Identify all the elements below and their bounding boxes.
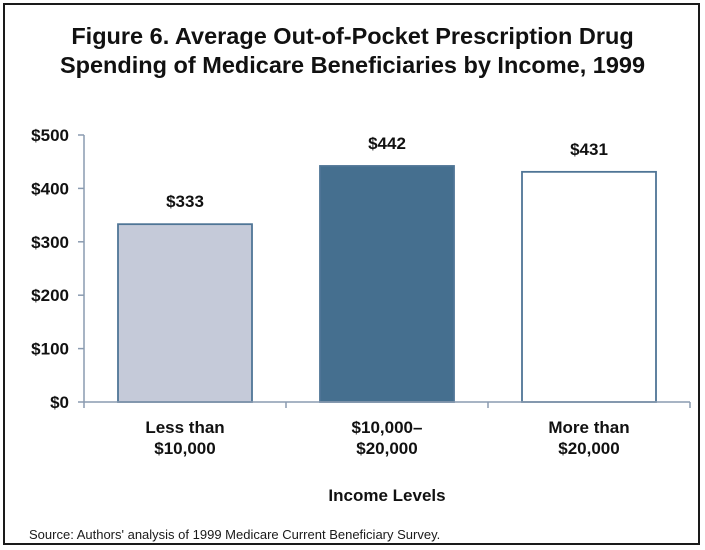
data-label: $442 <box>368 134 406 153</box>
y-tick-label: $100 <box>31 340 69 359</box>
source-note: Source: Authors' analysis of 1999 Medica… <box>29 527 441 542</box>
chart-title-line-1: Figure 6. Average Out-of-Pocket Prescrip… <box>71 23 634 49</box>
bar <box>319 165 455 403</box>
chart-title: Figure 6. Average Out-of-Pocket Prescrip… <box>0 22 705 80</box>
y-tick-label: $0 <box>50 393 69 412</box>
x-tick-label: $20,000 <box>558 439 619 458</box>
bar <box>117 223 253 403</box>
bar <box>521 170 657 403</box>
y-tick-label: $300 <box>31 233 69 252</box>
y-tick-label: $500 <box>31 126 69 145</box>
chart-title-line-2: Spending of Medicare Beneficiaries by In… <box>59 52 646 78</box>
x-tick-label: $20,000 <box>356 439 417 458</box>
y-tick-label: $200 <box>31 286 69 305</box>
data-label: $333 <box>166 192 204 211</box>
x-tick-label: $10,000– <box>352 418 423 437</box>
x-tick-label: Less than <box>145 418 224 437</box>
x-tick-label: More than <box>548 418 629 437</box>
y-tick-label: $400 <box>31 179 69 198</box>
data-label: $431 <box>570 140 608 159</box>
x-tick-label: $10,000 <box>154 439 215 458</box>
x-axis-title: Income Levels <box>328 486 445 505</box>
